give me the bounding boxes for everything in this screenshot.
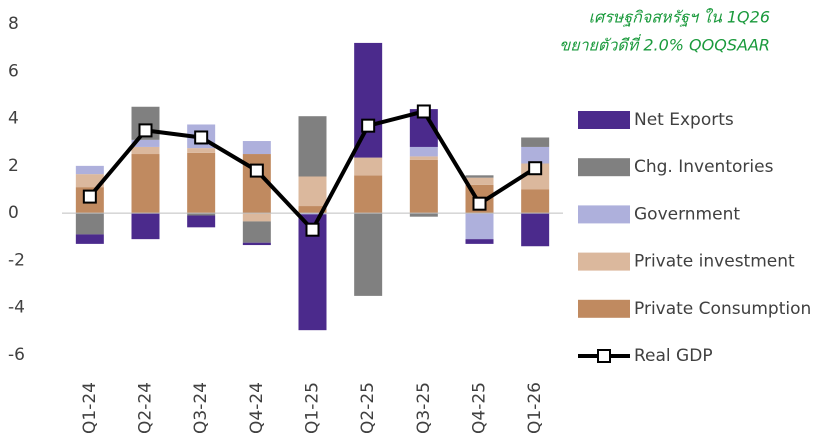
bar-segment — [521, 213, 550, 247]
bar-segment — [465, 177, 494, 185]
bar-segment — [465, 213, 494, 240]
bar-segment — [521, 189, 550, 214]
legend-label: Government — [634, 204, 740, 224]
x-tick-label: Q3-25 — [414, 382, 434, 434]
bar-segment — [409, 213, 438, 217]
legend-swatch — [578, 158, 630, 177]
bar-segment — [242, 221, 271, 243]
bar-segment — [298, 116, 327, 177]
y-tick-label: 8 — [8, 14, 19, 34]
marker — [305, 222, 320, 237]
marker — [194, 130, 209, 145]
bar-segment — [298, 176, 327, 207]
y-tick-label: -2 — [8, 250, 25, 270]
bar-segment — [354, 42, 383, 158]
marker — [138, 123, 153, 138]
bar-segment — [409, 146, 438, 157]
bar-segment — [75, 234, 104, 244]
legend-label: Net Exports — [634, 110, 734, 130]
legend-swatch — [578, 299, 630, 318]
bar-segment — [242, 141, 271, 155]
legend-swatch — [578, 111, 630, 129]
bar-segment — [131, 154, 160, 214]
bar-segment — [298, 213, 327, 215]
marker — [416, 104, 431, 119]
bar-segment — [465, 239, 494, 244]
legend-label: Private investment — [634, 252, 795, 272]
bar-segment — [187, 152, 216, 214]
bar-segment — [354, 157, 383, 176]
y-tick-label: -6 — [8, 345, 25, 365]
bar-segment — [521, 137, 550, 147]
bar-segment — [409, 156, 438, 160]
x-tick-label: Q2-25 — [358, 382, 378, 434]
marker — [361, 118, 376, 133]
bar-segment — [521, 146, 550, 164]
marker — [472, 196, 487, 211]
legend-swatch — [578, 205, 630, 224]
bar-segment — [298, 206, 327, 214]
y-tick-label: 6 — [8, 61, 19, 81]
bar-segment — [131, 213, 160, 240]
annotation: เศรษฐกิจสหรัฐฯ ใน 1Q26 — [589, 8, 770, 28]
marker — [82, 189, 97, 204]
marker — [528, 161, 543, 176]
bar-segment — [131, 146, 160, 155]
bar-segment — [242, 213, 271, 222]
bar-segment — [354, 213, 383, 296]
bar-segment — [465, 175, 494, 178]
bar-segment — [187, 215, 216, 228]
legend-swatch — [578, 252, 630, 271]
x-tick-label: Q3-24 — [191, 382, 211, 434]
annotation: ขยายตัวดีที่ 2.0% QOQSAAR — [559, 34, 770, 55]
y-tick-label: 2 — [8, 156, 19, 176]
legend-marker — [597, 349, 611, 363]
y-tick-label: -4 — [8, 298, 25, 318]
bar-segment — [409, 159, 438, 214]
y-tick-label: 0 — [8, 203, 19, 223]
bar-segment — [187, 213, 216, 216]
marker — [249, 163, 264, 178]
y-tick-label: 4 — [8, 109, 19, 129]
x-tick-label: Q1-25 — [303, 382, 323, 434]
x-tick-label: Q4-25 — [470, 382, 490, 434]
x-tick-label: Q2-24 — [136, 382, 156, 434]
bar-segment — [75, 213, 104, 235]
legend-label: Private Consumption — [634, 299, 811, 319]
bar-segment — [242, 242, 271, 246]
bar-segment — [354, 175, 383, 214]
bar-segment — [131, 139, 160, 147]
legend-label: Real GDP — [634, 346, 713, 366]
bar-segment — [75, 165, 104, 175]
x-tick-label: Q1-26 — [525, 382, 545, 434]
legend-label: Chg. Inventories — [634, 157, 774, 177]
x-tick-label: Q1-24 — [80, 382, 100, 434]
x-tick-label: Q4-24 — [247, 382, 267, 434]
bar-segment — [75, 174, 104, 188]
bar-segment — [187, 148, 216, 153]
